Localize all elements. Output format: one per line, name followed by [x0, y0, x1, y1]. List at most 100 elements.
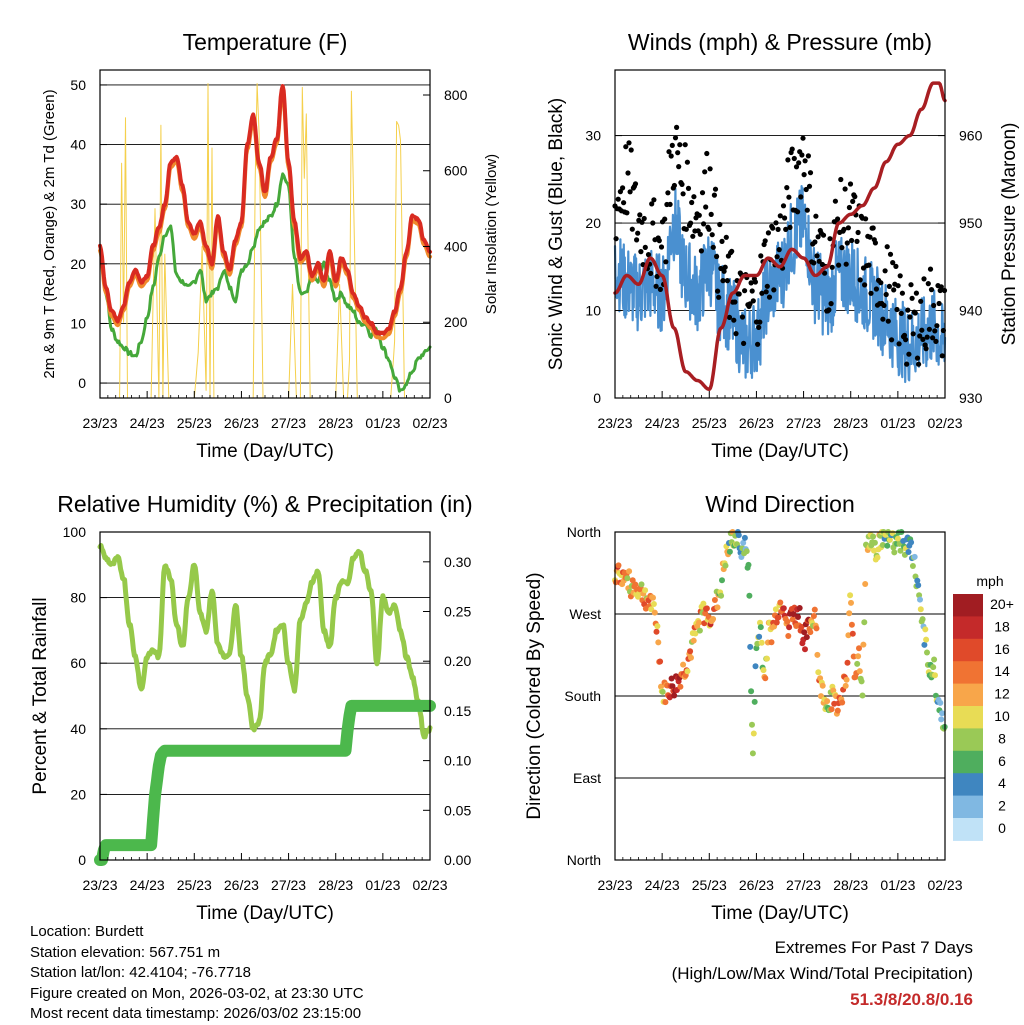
gust-point — [886, 283, 893, 289]
direction-point — [842, 682, 849, 689]
x-tick-label: 02/23 — [927, 415, 962, 431]
gust-point — [706, 226, 712, 232]
direction-point — [757, 624, 764, 631]
gust-point — [701, 221, 707, 227]
y2-tick-label: 600 — [444, 163, 468, 179]
gust-point — [770, 225, 776, 231]
gust-point — [880, 316, 886, 322]
extremes-title: Extremes For Past 7 Days — [774, 938, 973, 957]
gust-point — [920, 336, 926, 342]
gust-point — [637, 212, 643, 218]
gust-point — [733, 331, 739, 337]
gust-point — [627, 189, 633, 195]
direction-point — [859, 692, 866, 699]
direction-point — [854, 660, 861, 667]
direction-point — [711, 597, 718, 603]
colorbar-label: 20+ — [990, 596, 1014, 612]
gust-point — [835, 216, 841, 222]
gust-point — [849, 237, 855, 244]
gust-point — [755, 341, 761, 347]
extremes-subtitle: (High/Low/Max Wind/Total Precipitation) — [671, 964, 973, 983]
y-tick-label: 0 — [78, 852, 86, 868]
colorbar-swatch — [953, 706, 983, 729]
gust-point — [748, 280, 754, 286]
direction-point — [784, 618, 791, 625]
x-tick-label: 27/23 — [271, 415, 306, 431]
direction-point — [909, 563, 916, 569]
gust-point — [676, 164, 682, 170]
gust-point — [736, 291, 742, 297]
direction-point — [653, 628, 660, 635]
gust-point — [843, 261, 849, 267]
plot-border — [614, 69, 946, 399]
gust-point — [667, 201, 673, 207]
y2-tick-label: 0.25 — [444, 604, 471, 620]
gust-point — [839, 245, 845, 251]
gust-point — [884, 244, 890, 250]
gust-point — [674, 124, 680, 130]
gust-point — [814, 253, 820, 259]
y-axis-label: 2m & 9m T (Red, Orange) & 2m Td (Green) — [41, 89, 58, 378]
gust-point — [807, 170, 814, 176]
y-tick-label: 50 — [70, 77, 86, 93]
direction-point — [807, 629, 814, 636]
y-tick-label: 20 — [585, 215, 601, 231]
x-tick-label: 24/23 — [645, 877, 680, 893]
direction-point — [655, 639, 662, 646]
gust-point — [883, 291, 889, 298]
gust-point — [624, 210, 630, 216]
x-tick-label: 01/23 — [365, 877, 400, 893]
gust-point — [855, 229, 861, 236]
direction-point — [932, 672, 938, 679]
direction-point — [680, 661, 687, 668]
y2-tick-label: 0.15 — [444, 703, 471, 719]
colorbar-title: mph — [976, 573, 1003, 589]
gust-point — [723, 234, 729, 240]
y2-tick-label: 930 — [959, 390, 983, 406]
gust-point — [780, 203, 787, 209]
gust-point — [634, 237, 640, 243]
gust-point — [921, 276, 927, 282]
gust-point — [928, 287, 935, 293]
gust-point — [720, 278, 726, 284]
gust-point — [910, 331, 916, 337]
gust-point — [708, 211, 714, 217]
direction-point — [871, 539, 878, 546]
gust-point — [696, 212, 702, 218]
colorbar-swatch — [953, 661, 983, 685]
gust-point — [638, 249, 644, 255]
gust-point — [715, 288, 721, 294]
solar-insolation-line — [99, 83, 431, 399]
direction-point — [860, 641, 867, 648]
direction-point — [749, 721, 755, 728]
direction-point — [879, 542, 886, 548]
gust-point — [680, 191, 686, 197]
gust-point — [775, 226, 781, 232]
direction-point — [671, 692, 678, 699]
x-tick-label: 28/23 — [833, 877, 868, 893]
gust-point — [679, 181, 685, 187]
colorbar-label: 8 — [998, 730, 1006, 746]
direction-point — [632, 581, 639, 588]
gust-point — [917, 333, 923, 339]
gust-point — [820, 232, 827, 238]
direction-point — [756, 633, 763, 640]
direction-point — [768, 639, 775, 646]
gust-point — [932, 328, 938, 334]
colorbar-swatch — [953, 728, 983, 752]
y-tick-label: South — [564, 688, 601, 704]
gust-point — [773, 220, 779, 226]
gust-point — [726, 314, 733, 320]
gust-point — [803, 186, 809, 193]
gust-point — [789, 146, 795, 152]
wind-speed-line — [613, 185, 947, 384]
direction-point — [810, 613, 817, 619]
direction-point — [662, 699, 669, 706]
gust-point — [653, 283, 659, 289]
gust-point — [626, 140, 632, 146]
x-tick-label: 28/23 — [318, 415, 353, 431]
direction-point — [750, 730, 757, 737]
x-tick-label: 27/23 — [786, 415, 821, 431]
gust-point — [654, 273, 660, 280]
direction-point — [828, 706, 835, 713]
